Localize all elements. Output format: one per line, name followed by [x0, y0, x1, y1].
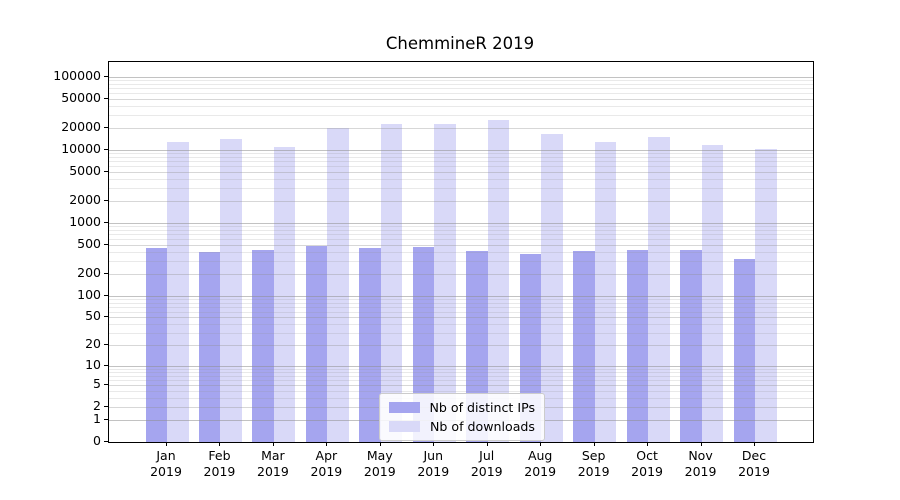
y-axis-tick — [104, 344, 108, 346]
bar — [680, 249, 702, 442]
y-axis-tick — [104, 441, 108, 442]
x-axis-tick — [647, 442, 649, 446]
bar — [594, 142, 617, 442]
bars-layer — [109, 62, 813, 442]
y-tick-label: 10000 — [61, 140, 101, 156]
bar — [145, 248, 167, 442]
x-tick-label: Mar 2019 — [257, 448, 289, 479]
x-axis-tick — [379, 442, 381, 446]
bar — [541, 133, 563, 442]
bar — [626, 249, 649, 442]
y-tick-label: 2 — [93, 398, 101, 414]
bar — [487, 120, 510, 442]
x-axis-tick — [219, 442, 221, 446]
y-tick-label: 2000 — [69, 192, 101, 207]
x-axis-tick — [700, 442, 702, 446]
y-tick-label: 10 — [85, 356, 101, 372]
y-axis-tick — [104, 316, 108, 318]
y-tick-label: 200 — [77, 264, 101, 280]
x-axis-tick — [754, 442, 755, 446]
bar — [327, 128, 349, 442]
x-axis-tick — [433, 442, 435, 446]
y-axis-tick — [104, 97, 108, 99]
bar — [167, 141, 189, 442]
y-axis-tick — [104, 384, 108, 386]
y-tick-label: 20 — [85, 336, 101, 352]
legend: Nb of distinct IPs Nb of downloads — [379, 393, 545, 441]
y-tick-label: 5 — [93, 376, 101, 392]
y-tick-label: 50000 — [61, 89, 101, 105]
legend-label-downloads: Nb of downloads — [429, 419, 535, 434]
y-axis-tick — [104, 406, 108, 408]
bar — [359, 248, 381, 442]
y-axis-tick — [104, 148, 108, 150]
bar — [198, 252, 221, 442]
y-axis-tick — [104, 127, 108, 129]
legend-row-distinct-ips: Nb of distinct IPs — [389, 400, 535, 415]
x-tick-label: Dec 2019 — [738, 448, 770, 479]
x-axis-tick — [272, 442, 274, 446]
y-tick-label: 50 — [85, 308, 101, 324]
x-tick-label: Apr 2019 — [310, 448, 343, 479]
x-tick-label: Jul 2019 — [470, 448, 503, 479]
bar — [573, 250, 595, 442]
x-tick-label: Sep 2019 — [577, 448, 610, 479]
x-tick-label: Jun 2019 — [417, 448, 450, 479]
bar — [305, 245, 328, 442]
y-axis-tick — [104, 200, 108, 201]
x-tick-label: Nov 2019 — [684, 448, 717, 479]
bar — [733, 259, 755, 442]
legend-swatch-distinct-ips — [389, 402, 420, 413]
legend-row-downloads: Nb of downloads — [389, 419, 535, 434]
bar — [434, 124, 456, 442]
y-axis-tick — [104, 364, 108, 366]
y-tick-label: 100 — [77, 286, 101, 302]
y-axis-tick — [104, 243, 108, 245]
y-tick-label: 1 — [93, 411, 101, 427]
chart-title: ChemmineR 2019 — [385, 34, 535, 53]
x-axis-tick — [540, 442, 542, 446]
y-tick-label: 1000 — [69, 213, 101, 229]
y-tick-label: 20000 — [61, 119, 101, 135]
x-tick-label: May 2019 — [363, 448, 396, 479]
x-tick-label: Aug 2019 — [524, 448, 557, 479]
bar — [220, 138, 242, 442]
y-tick-label: 0 — [93, 433, 101, 448]
legend-swatch-downloads — [389, 421, 420, 432]
y-axis-tick — [104, 272, 108, 274]
y-axis-tick — [104, 419, 108, 421]
x-tick-label: Feb 2019 — [203, 448, 236, 479]
x-axis-tick — [593, 442, 595, 446]
x-tick-label: Oct 2019 — [631, 448, 663, 479]
x-axis-tick — [486, 442, 488, 446]
y-tick-label: 100000 — [53, 67, 101, 83]
bar — [648, 137, 670, 442]
y-axis-tick — [104, 294, 108, 296]
y-tick-label: 500 — [77, 235, 101, 251]
y-axis-tick — [104, 170, 108, 172]
x-axis-tick — [166, 442, 167, 446]
x-tick-label: Jan 2019 — [150, 448, 182, 479]
bar — [380, 123, 403, 442]
y-axis-tick — [104, 221, 108, 223]
plot-area: Nb of distinct IPs Nb of downloads — [108, 61, 814, 443]
x-axis-tick — [326, 442, 328, 446]
y-axis-tick — [104, 75, 108, 77]
bar — [252, 249, 274, 442]
y-tick-label: 5000 — [69, 162, 101, 178]
bar — [755, 148, 777, 442]
legend-label-distinct-ips: Nb of distinct IPs — [429, 400, 535, 415]
bar — [273, 146, 296, 442]
bar — [701, 145, 724, 442]
